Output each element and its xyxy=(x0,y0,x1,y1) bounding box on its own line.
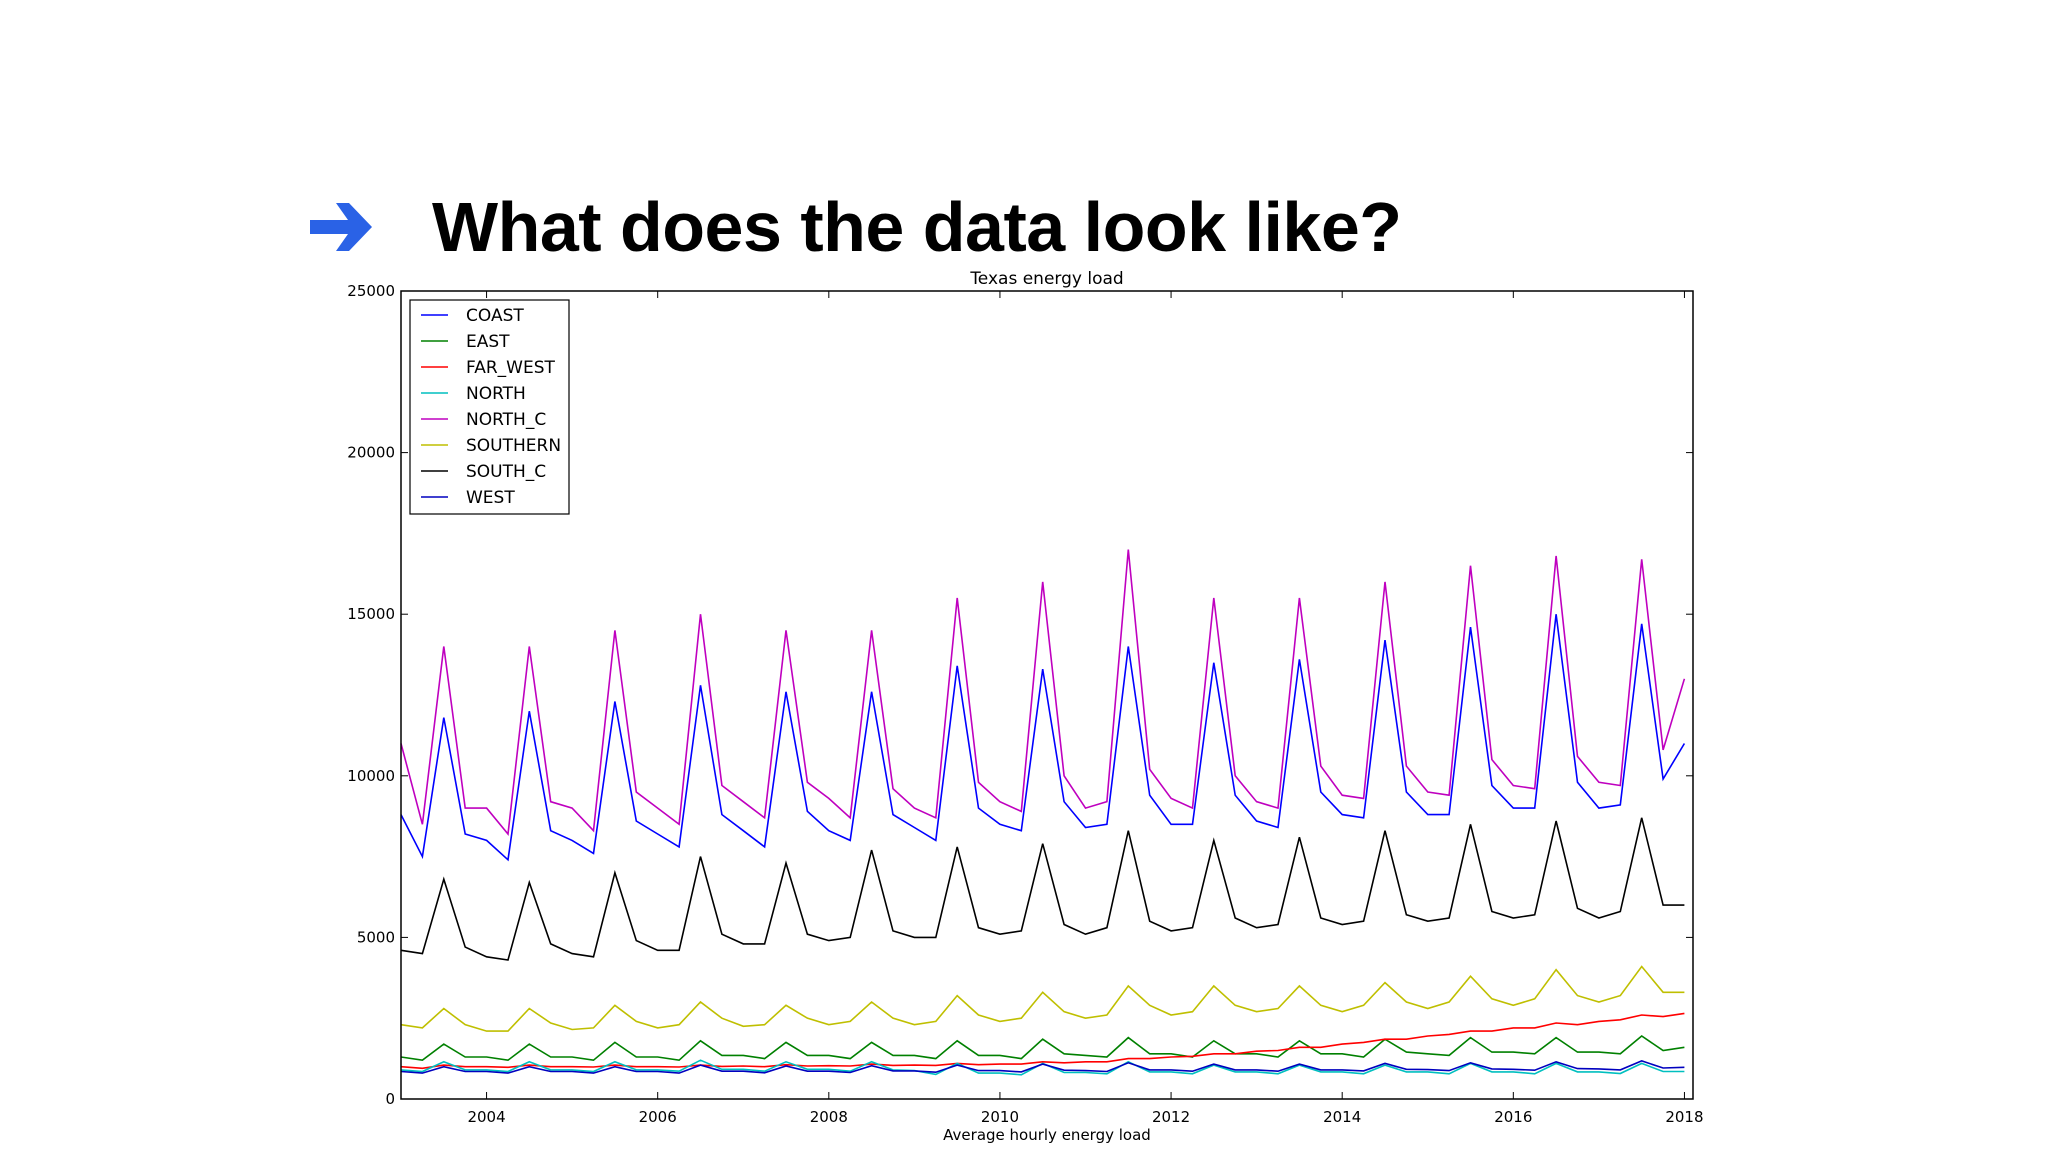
x-tick-label: 2008 xyxy=(810,1108,848,1126)
x-tick-label: 2010 xyxy=(981,1108,1019,1126)
series-line-south-c xyxy=(400,817,1685,961)
slide-heading: What does the data look like? xyxy=(308,184,1402,270)
slide-title: What does the data look like? xyxy=(432,188,1402,266)
plot-frame xyxy=(400,290,1694,1100)
series-line-southern xyxy=(400,965,1685,1032)
series-line-west xyxy=(400,1060,1685,1074)
series-line-north-c xyxy=(400,549,1686,836)
legend-label: SOUTHERN xyxy=(466,436,561,456)
y-tick-label: 0 xyxy=(385,1090,395,1108)
y-tick-label: 15000 xyxy=(347,605,395,623)
y-tick-label: 5000 xyxy=(357,928,395,946)
y-tick-label: 25000 xyxy=(347,282,395,300)
series-line-east xyxy=(400,1035,1685,1062)
right-arrow-icon xyxy=(310,203,372,251)
chart-title: Texas energy load xyxy=(969,269,1123,289)
legend-label: SOUTH_C xyxy=(466,462,546,482)
x-tick-label: 2016 xyxy=(1494,1108,1532,1126)
x-tick-label: 2018 xyxy=(1665,1108,1703,1126)
x-tick-label: 2006 xyxy=(639,1108,677,1126)
legend-label: NORTH_C xyxy=(466,410,546,430)
legend-label: COAST xyxy=(466,306,524,326)
axes-layer: 2004 2006 2008 2010 2012 2014 2016 2018 0 5000 100… xyxy=(347,282,1703,1126)
x-tick-label: 2004 xyxy=(467,1108,505,1126)
legend-label: EAST xyxy=(466,332,510,352)
series-line-coast xyxy=(400,614,1686,862)
x-tick-label: 2014 xyxy=(1323,1108,1361,1126)
legend-label: FAR_WEST xyxy=(466,358,556,378)
y-tick-label: 10000 xyxy=(347,767,395,785)
legend-label: WEST xyxy=(466,488,515,508)
series-line-far-west xyxy=(400,1012,1685,1070)
x-axis-label: Average hourly energy load xyxy=(943,1126,1151,1144)
legend: COAST EAST FAR_WEST NORTH NORTH_C SOUTHERN SOU… xyxy=(409,299,570,515)
legend-label: NORTH xyxy=(466,384,526,404)
x-tick-label: 2012 xyxy=(1152,1108,1190,1126)
legend-box xyxy=(409,299,570,515)
series-layer xyxy=(400,549,1686,1076)
y-tick-label: 20000 xyxy=(347,444,395,462)
